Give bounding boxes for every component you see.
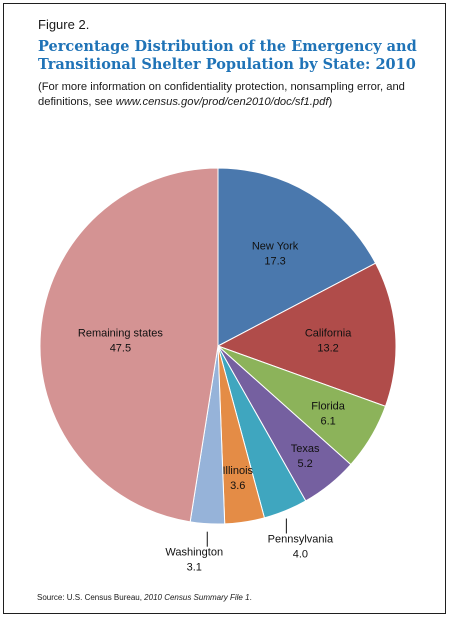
chart-title-line-1: Percentage Distribution of the Emergency…: [38, 38, 417, 55]
pie-slices: [39, 167, 397, 525]
pie-label-illinois-value: 3.6: [230, 480, 245, 492]
pie-labels: New York 17.3 California 13.2 Florida 6.1 Texa…: [78, 241, 352, 574]
pie-label-new-york-name: New York: [252, 241, 299, 253]
pie-label-remaining-states-value: 47.5: [110, 342, 131, 354]
source-title: 2010 Census Summary File 1: [144, 593, 250, 602]
chart-title-line-2: Transitional Shelter Population by State…: [38, 56, 416, 73]
chart-subtitle: (For more information on confidentiality…: [38, 80, 438, 110]
source-prefix: Source: U.S. Census Bureau,: [37, 593, 145, 602]
source-note: Source: U.S. Census Bureau, 2010 Census …: [37, 593, 252, 602]
pie-label-florida-value: 6.1: [320, 416, 335, 428]
pie-slice-california: [216, 262, 397, 407]
pie-label-new-york: New York 17.3: [252, 241, 299, 268]
pie-label-pennsylvania: Pennsylvania 4.0: [268, 534, 334, 561]
pie-label-california-name: California: [305, 327, 352, 339]
pie-label-new-york-value: 17.3: [264, 256, 285, 268]
pie-slice-remaining-states: [39, 167, 219, 523]
pie-label-remaining-states: Remaining states 47.5: [78, 327, 163, 354]
pie-label-illinois: Illinois 3.6: [222, 465, 253, 492]
pie-label-california-value: 13.2: [317, 342, 338, 354]
subtitle-close: ): [328, 96, 333, 108]
pie-label-pennsylvania-value: 4.0: [293, 549, 308, 561]
pie-label-remaining-states-name: Remaining states: [78, 327, 163, 339]
source-suffix: .: [249, 593, 252, 602]
subtitle-url: www.census.gov/prod/cen2010/doc/sf1.pdf: [115, 96, 329, 108]
pie-label-washington-name: Washington: [165, 547, 223, 559]
pie-label-illinois-name: Illinois: [222, 465, 253, 477]
figure-label: Figure 2.: [38, 17, 90, 32]
pie-label-california: California 13.2: [305, 327, 352, 354]
pie-label-texas: Texas 5.2: [291, 443, 320, 470]
pie-label-florida: Florida 6.1: [311, 401, 346, 428]
chart-title: Percentage Distribution of the Emergency…: [38, 38, 438, 74]
subtitle-text: (For more information on confidentiality…: [38, 81, 405, 108]
pie-label-texas-name: Texas: [291, 443, 320, 455]
pie-label-washington: Washington 3.1: [165, 547, 223, 574]
pie-label-washington-value: 3.1: [187, 562, 202, 574]
pie-label-pennsylvania-name: Pennsylvania: [268, 534, 334, 546]
pie-label-florida-name: Florida: [311, 401, 346, 413]
pie-slice-new-york: [217, 167, 377, 347]
pie-leader-lines: [206, 518, 287, 547]
pie-label-texas-value: 5.2: [298, 458, 313, 470]
